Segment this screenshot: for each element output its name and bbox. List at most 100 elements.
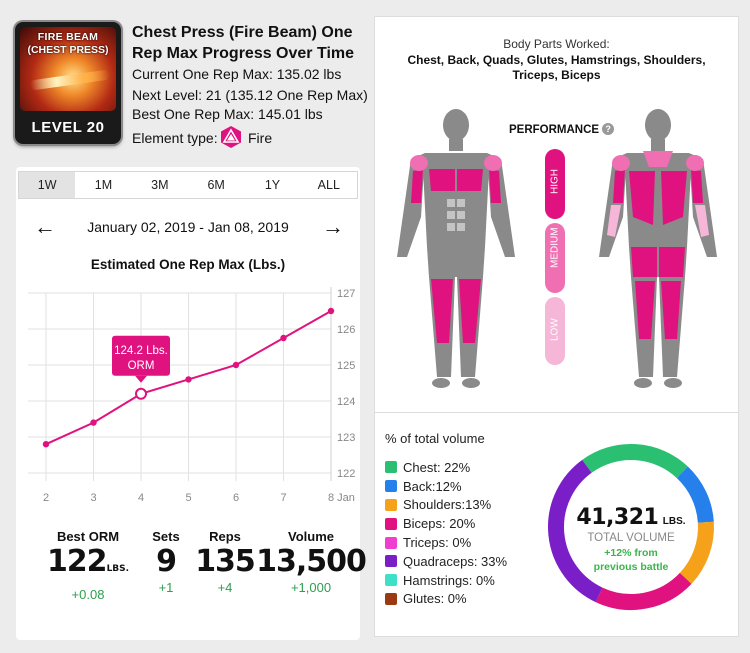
performance-low: LOW (545, 297, 565, 365)
orm-tooltip (112, 335, 170, 376)
legend-label: Triceps: 0% (403, 535, 472, 551)
stat-label: Sets (152, 529, 180, 544)
stat-value: 135 (195, 544, 256, 579)
legend-label: Biceps: 20% (403, 516, 476, 532)
donut-segment (679, 521, 714, 584)
stat-delta: +0.08 (71, 587, 105, 602)
donut-center: 41,321 LBS. TOTAL VOLUME +12% from previo… (551, 505, 711, 574)
body-back-figure (599, 109, 717, 388)
data-point[interactable] (42, 441, 50, 448)
badge-level: LEVEL 20 (31, 119, 105, 136)
volume-title: % of total volume (385, 431, 485, 446)
help-icon[interactable]: ? (602, 123, 615, 135)
arrow-right-icon[interactable]: → (322, 214, 344, 239)
legend-item: Back:12% (385, 477, 507, 496)
tab-1m[interactable]: 1M (94, 178, 113, 192)
tooltip-value: 124.2 Lbs. (114, 345, 168, 357)
tab-1w[interactable]: 1W (19, 172, 76, 198)
stat-unit: LBS. (106, 564, 130, 574)
y-tick-label: 124 (337, 396, 355, 408)
data-point[interactable] (185, 376, 192, 383)
legend-item: Shoulders:13% (385, 496, 507, 515)
current-orm-text: Current One Rep Max: 135.02 lbs (132, 66, 342, 82)
x-tick-label: 6 (233, 492, 239, 504)
donut-segment (595, 572, 692, 610)
volume-donut-chart (548, 444, 714, 610)
legend-label: Quadraceps: 33% (403, 553, 508, 569)
donut-segment (548, 459, 603, 603)
donut-segment (676, 466, 714, 524)
fire-element-icon (221, 126, 241, 148)
tab-3m[interactable]: 3M (151, 178, 169, 192)
stat-label: Reps (209, 529, 241, 544)
legend-item: Biceps: 20% (385, 514, 507, 533)
best-orm-text: Best One Rep Max: 145.01 lbs (132, 106, 323, 122)
legend-swatch (385, 555, 397, 568)
date-navigator: ← January 02, 2019 - Jan 08, 2019 → (16, 214, 360, 239)
chart-title: Estimated One Rep Max (Lbs.) (90, 257, 286, 272)
legend-label: Hamstrings: 0% (403, 572, 495, 588)
data-point[interactable] (90, 419, 97, 426)
tab-1y[interactable]: 1Y (264, 178, 281, 192)
x-tick-label: 5 (186, 492, 192, 504)
stat-delta: +1,000 (290, 580, 332, 595)
total-volume-unit: LBS. (662, 516, 686, 527)
total-volume-label: TOTAL VOLUME (587, 532, 675, 544)
legend-item: Glutes: 0% (385, 590, 507, 609)
date-range: January 02, 2019 - Jan 08, 2019 (87, 219, 289, 235)
legend-label: Shoulders:13% (403, 497, 492, 513)
legend-swatch (385, 480, 397, 493)
y-tick-label: 126 (337, 324, 355, 336)
legend-swatch (385, 574, 397, 587)
volume-change: +12% from previous battle (593, 547, 669, 573)
stat-reps: Reps 135 +4 (192, 529, 258, 595)
legend-swatch (385, 536, 397, 549)
element-type-label: Element type: (132, 130, 218, 146)
data-point[interactable] (327, 307, 335, 315)
stat-sets: Sets 9 +1 (146, 529, 186, 595)
stat-best-orm: Best ORM 122LBS. +0.08 (34, 529, 142, 602)
legend-item: Triceps: 0% (385, 533, 507, 552)
fire-beam-art (20, 27, 116, 111)
stat-delta: +1 (158, 580, 174, 595)
tooltip-unit: ORM (128, 360, 155, 372)
x-tick-label: 2 (43, 492, 49, 504)
legend-item: Hamstrings: 0% (385, 571, 507, 590)
performance-high: HIGH (545, 149, 565, 219)
legend-swatch (385, 461, 397, 474)
orm-line-chart: 122 123 124 125 126 127 2 3 4 5 6 7 8 Jan 124.2 Lbs. O… (28, 287, 355, 504)
badge-name: FIRE BEAM (37, 31, 99, 43)
tooltip-pointer (135, 375, 147, 383)
data-point[interactable] (280, 334, 287, 342)
stat-delta: +4 (217, 580, 233, 595)
section-divider (375, 412, 738, 413)
body-parts-card: Body Parts Worked: Chest, Back, Quads, G… (374, 16, 739, 637)
stat-value: 13,500 (256, 544, 367, 579)
y-tick-label: 123 (337, 432, 355, 444)
arrow-left-icon[interactable]: ← (34, 214, 56, 239)
volume-legend: Chest: 22% Back:12% Shoulders:13% Biceps: 2… (385, 458, 507, 608)
stat-label: Best ORM (56, 529, 120, 544)
total-volume-value: 41,321 (576, 505, 659, 530)
data-point[interactable] (232, 361, 240, 369)
x-tick-label: 7 (281, 492, 287, 504)
stat-value: 9 (156, 544, 177, 579)
performance-label: PERFORMANCE? (509, 123, 615, 136)
range-tabs: 1W 1M 3M 6M 1Y ALL (18, 171, 358, 199)
next-level-text: Next Level: 21 (135.12 One Rep Max) (132, 87, 368, 103)
legend-item: Chest: 22% (385, 458, 507, 477)
legend-label: Glutes: 0% (403, 591, 467, 607)
y-tick-label: 122 (337, 468, 355, 480)
legend-item: Quadraceps: 33% (385, 552, 507, 571)
data-point[interactable] (135, 387, 147, 400)
body-parts-label: Body Parts Worked: (503, 37, 610, 51)
tab-6m[interactable]: 6M (207, 178, 225, 192)
body-parts-list: Chest, Back, Quads, Glutes, Hamstrings, … (407, 53, 706, 82)
stat-value: 122LBS. (46, 544, 130, 579)
legend-label: Chest: 22% (403, 459, 471, 475)
x-tick-label: 3 (91, 492, 97, 504)
tab-all[interactable]: ALL (317, 178, 340, 192)
donut-segment (582, 444, 688, 479)
legend-swatch (385, 592, 397, 605)
x-tick-label: 8 Jan (328, 492, 355, 504)
